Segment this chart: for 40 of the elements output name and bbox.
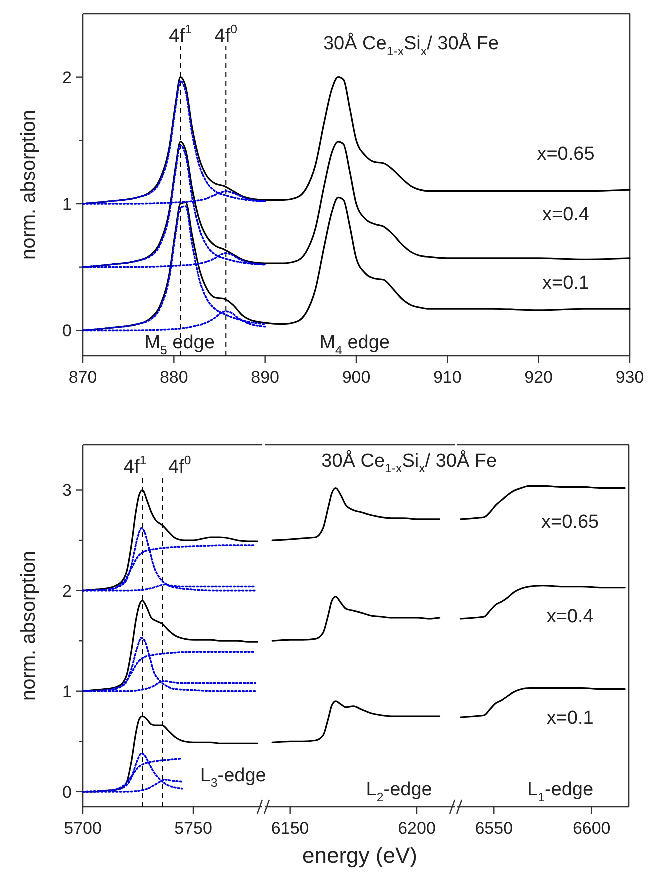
y-tick-label: 0 bbox=[62, 782, 72, 802]
y-tick-label: 3 bbox=[62, 481, 72, 500]
annotation: L$_{2}$-edge bbox=[366, 780, 432, 804]
annotation: 30Å Ce$_{1-x}$Si$_{x}$/ 30Å Fe bbox=[323, 32, 499, 58]
ref-line-label: 4f$^{0}$ bbox=[214, 22, 238, 47]
annotation: x=0.4 bbox=[546, 606, 594, 628]
x-tick-label: 890 bbox=[251, 368, 280, 387]
annotation: L$_{1}$-edge bbox=[528, 780, 594, 804]
x-tick-label: 880 bbox=[160, 368, 188, 387]
annotation: x=0.1 bbox=[542, 273, 590, 294]
x-tick-label: 6550 bbox=[475, 819, 514, 838]
x-axis-title: energy (eV) bbox=[302, 843, 418, 868]
ref-line-label: 4f$^{1}$ bbox=[169, 22, 192, 47]
annotation: x=0.65 bbox=[542, 512, 600, 534]
x-tick-label: 6600 bbox=[572, 819, 611, 838]
annotation: M$_{4}$ edge bbox=[320, 332, 390, 358]
x-tick-label: 5750 bbox=[174, 819, 212, 838]
x-tick-label: 920 bbox=[524, 368, 554, 387]
x-tick-label: 930 bbox=[616, 368, 644, 387]
x-tick-label: 6200 bbox=[398, 819, 436, 838]
annotation: M$_{5}$ edge bbox=[144, 332, 215, 358]
y-tick-label: 2 bbox=[62, 582, 72, 601]
y-tick-label: 1 bbox=[62, 194, 72, 214]
ref-line-label: 4f$^{1}$ bbox=[124, 453, 147, 478]
annotation: L$_{3}$-edge bbox=[200, 765, 266, 790]
y-tick-label: 2 bbox=[62, 68, 72, 88]
x-tick-label: 5700 bbox=[64, 819, 102, 838]
annotation: x=0.65 bbox=[537, 144, 595, 165]
ref-line-label: 4f$^{0}$ bbox=[168, 453, 192, 478]
y-tick-label: 0 bbox=[62, 322, 72, 341]
y-axis-title: norm. absorption bbox=[18, 110, 40, 260]
y-tick-label: 1 bbox=[62, 682, 72, 702]
annotation: x=0.4 bbox=[542, 204, 590, 226]
x-tick-label: 910 bbox=[433, 368, 462, 387]
annotation: x=0.1 bbox=[546, 708, 594, 730]
x-tick-label: 870 bbox=[68, 368, 98, 387]
x-tick-label: 900 bbox=[342, 368, 371, 387]
annotation: 30Å Ce$_{1-x}$Si$_{x}$/ 30Å Fe bbox=[322, 450, 498, 476]
x-tick-label: 6150 bbox=[271, 819, 310, 838]
y-axis-title: norm. absorption bbox=[18, 550, 40, 702]
